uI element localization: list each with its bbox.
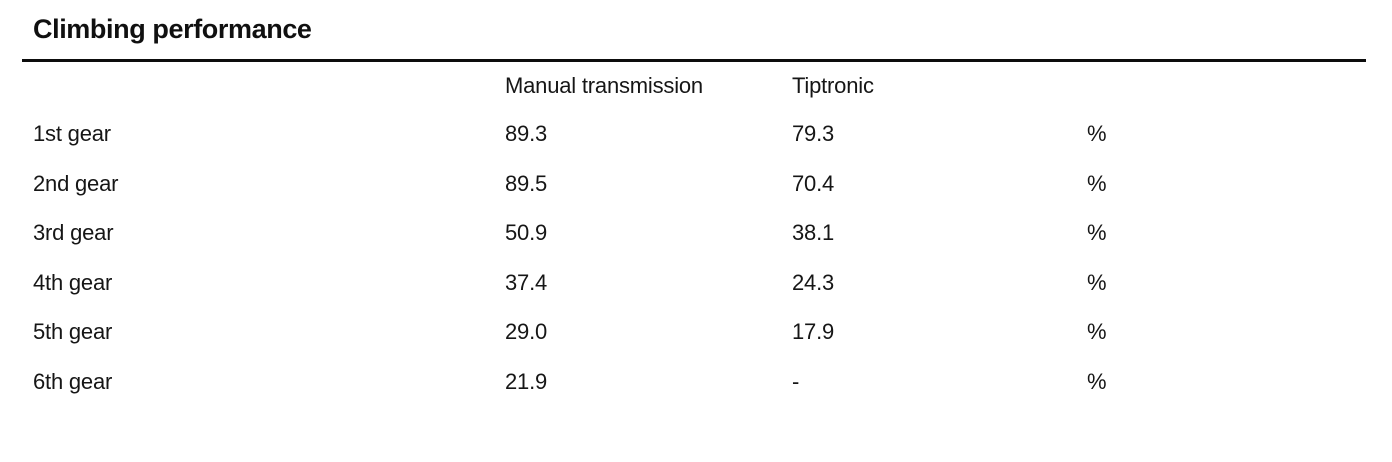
- manual-value: 89.3: [505, 121, 548, 146]
- page-title: Climbing performance: [33, 14, 312, 44]
- unit-value: %: [1087, 121, 1107, 146]
- gear-label: 3rd gear: [33, 220, 114, 245]
- table-row: 5th gear 29.0 17.9 %: [33, 318, 1392, 368]
- gear-label: 2nd gear: [33, 170, 119, 196]
- tiptronic-value: 38.1: [792, 220, 835, 245]
- table-row: 1st gear 89.3 79.3 %: [33, 120, 1392, 170]
- gear-label: 4th gear: [33, 269, 113, 295]
- tiptronic-value: 24.3: [792, 269, 835, 295]
- table-header-row: Manual transmission Tiptronic: [33, 72, 1392, 120]
- header-manual-transmission: Manual transmission: [505, 73, 703, 98]
- manual-value: 89.5: [505, 170, 548, 196]
- gear-label: 1st gear: [33, 121, 111, 146]
- manual-value: 29.0: [505, 319, 548, 344]
- manual-value: 50.9: [505, 220, 548, 245]
- tiptronic-value: -: [792, 368, 800, 394]
- gear-label: 6th gear: [33, 368, 113, 394]
- tiptronic-value: 79.3: [792, 121, 835, 146]
- tiptronic-value: 70.4: [792, 170, 835, 196]
- climbing-performance-table: Manual transmission Tiptronic 1st gear 8…: [33, 72, 1392, 417]
- header-tiptronic: Tiptronic: [792, 73, 874, 98]
- unit-value: %: [1087, 269, 1107, 295]
- table-row: 3rd gear 50.9 38.1 %: [33, 219, 1392, 269]
- manual-value: 21.9: [505, 368, 548, 394]
- title-rule: [22, 59, 1366, 62]
- table-row: 2nd gear 89.5 70.4 %: [33, 170, 1392, 220]
- gear-label: 5th gear: [33, 319, 113, 344]
- unit-value: %: [1087, 319, 1107, 344]
- table-row: 6th gear 21.9 - %: [33, 368, 1392, 418]
- unit-value: %: [1087, 368, 1107, 394]
- table-row: 4th gear 37.4 24.3 %: [33, 269, 1392, 319]
- tiptronic-value: 17.9: [792, 319, 835, 344]
- unit-value: %: [1087, 220, 1107, 245]
- manual-value: 37.4: [505, 269, 548, 295]
- unit-value: %: [1087, 170, 1107, 196]
